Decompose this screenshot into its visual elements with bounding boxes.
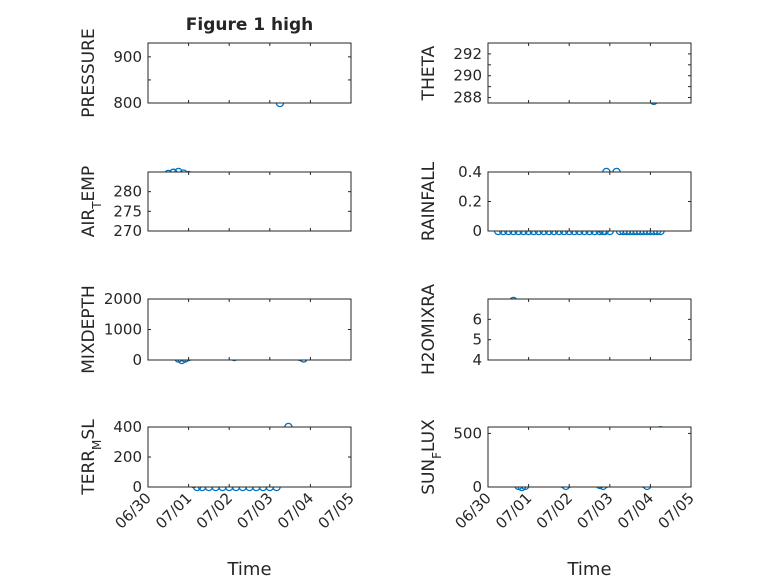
y-axis-label: THETA xyxy=(419,45,439,101)
y-tick-label: 0 xyxy=(472,222,482,240)
x-tick-label: 07/01 xyxy=(152,489,195,532)
y-axis-label: RAINFALL xyxy=(419,161,439,241)
y-tick-label: 6 xyxy=(472,310,482,328)
x-tick-label: 07/05 xyxy=(655,489,698,532)
x-tick-label: 07/01 xyxy=(492,489,535,532)
subplot-terr-msl: 020040006/3007/0107/0207/0307/0407/05TER… xyxy=(79,418,358,580)
y-tick-label: 900 xyxy=(113,48,142,66)
y-tick-label: 500 xyxy=(453,424,482,442)
subplot-rainfall: 0 0.2 0.4 RAINFALL xyxy=(419,161,692,241)
y-axis-label: TERRMSL xyxy=(79,419,104,496)
subplot-pressure: 800 900 PRESSURE Figure 1 high xyxy=(79,15,352,118)
subplot-mixdepth: 0 1000 2000 MIXDEPTH xyxy=(79,285,352,374)
x-tick-label: 07/02 xyxy=(533,489,576,532)
axes-frame xyxy=(487,171,692,232)
y-tick-label: 280 xyxy=(113,183,142,201)
y-tick-label: 2000 xyxy=(104,290,142,308)
x-tick-label: 07/03 xyxy=(233,489,276,532)
axes-frame xyxy=(487,426,692,488)
y-tick-label: 4 xyxy=(472,351,482,369)
y-axis-label: MIXDEPTH xyxy=(79,285,99,374)
y-tick-label: 0.4 xyxy=(458,163,482,181)
x-tick-label: 07/03 xyxy=(573,489,616,532)
x-tick-label: 07/04 xyxy=(614,489,657,532)
y-tick-label: 290 xyxy=(453,67,482,85)
y-tick-label: 0 xyxy=(132,351,142,369)
chart-title: Figure 1 high xyxy=(186,15,314,35)
y-tick-label: 5 xyxy=(472,331,482,349)
y-tick-label: 275 xyxy=(113,202,142,220)
y-tick-label: 400 xyxy=(113,418,142,436)
y-tick-label: 0.2 xyxy=(458,193,482,211)
subplot-theta: 288 290 292 THETA xyxy=(419,42,692,107)
y-tick-label: 0 xyxy=(472,478,482,496)
y-tick-label: 288 xyxy=(453,89,482,107)
axes-frame xyxy=(487,42,692,104)
y-tick-label: 200 xyxy=(113,448,142,466)
x-axis-label: Time xyxy=(566,559,611,580)
y-tick-label: 1000 xyxy=(104,321,142,339)
axes-frame xyxy=(147,426,352,488)
y-tick-label: 292 xyxy=(453,45,482,63)
y-tick-label: 270 xyxy=(113,222,142,240)
y-axis-label: H2OMIXRA xyxy=(419,284,439,375)
y-axis-label: AIRTEMP xyxy=(79,166,104,237)
x-tick-label: 07/05 xyxy=(315,489,358,532)
subplot-sun-flux: 050006/3007/0107/0207/0307/0407/05SUNFLU… xyxy=(419,419,698,580)
y-tick-label: 800 xyxy=(113,94,142,112)
axes-frame xyxy=(487,298,692,361)
x-axis-label: Time xyxy=(226,559,271,580)
y-axis-label: PRESSURE xyxy=(79,28,99,117)
x-tick-label: 07/04 xyxy=(274,489,317,532)
x-tick-label: 07/02 xyxy=(193,489,236,532)
y-axis-label: SUNFLUX xyxy=(419,419,444,495)
axes-frame xyxy=(147,42,352,104)
y-tick-label: 0 xyxy=(132,478,142,496)
axes-frame xyxy=(147,298,352,361)
subplot-h2omixra: 4 5 6 H2OMIXRA xyxy=(419,284,692,375)
axes-frame xyxy=(147,171,352,232)
